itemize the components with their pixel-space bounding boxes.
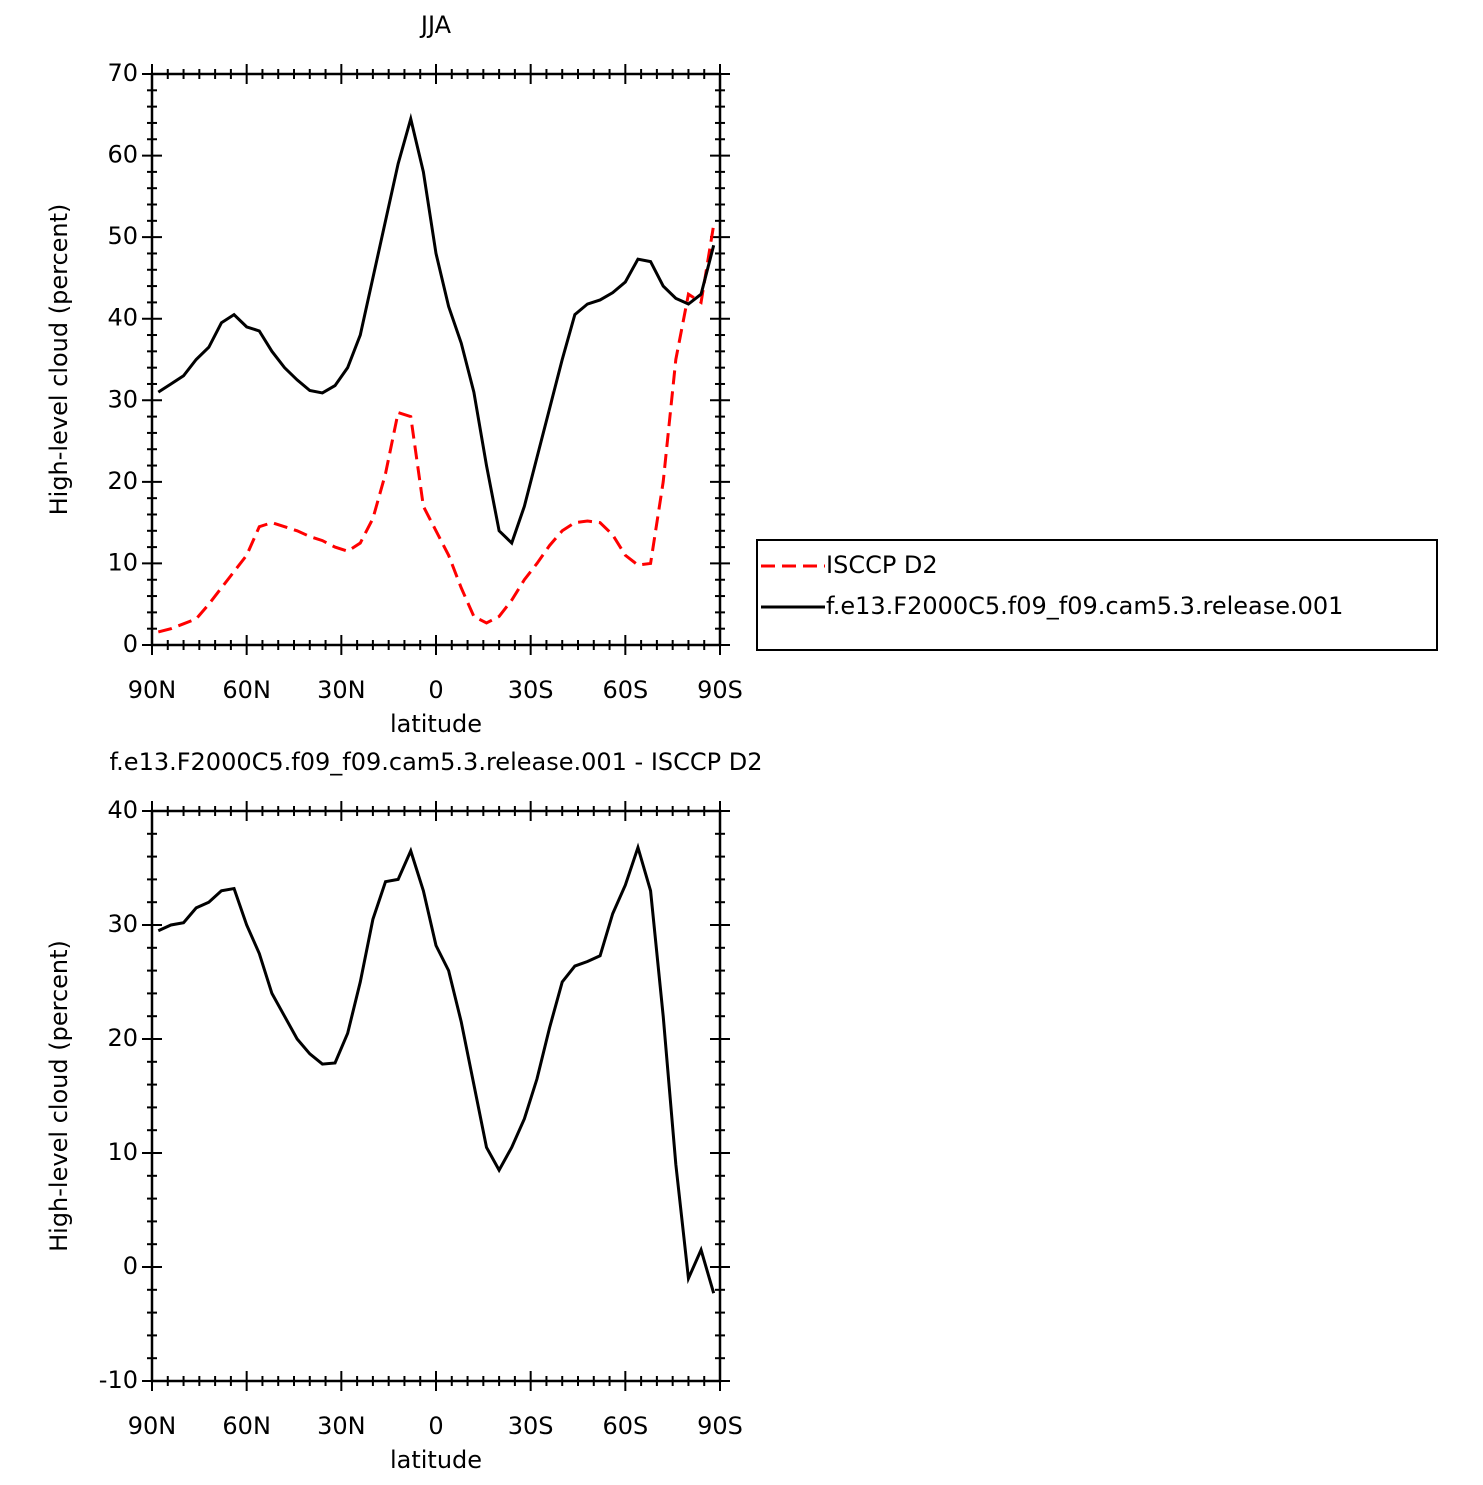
chart-title: f.e13.F2000C5.f09_f09.cam5.3.release.001… bbox=[109, 748, 762, 776]
y-tick-label: 40 bbox=[107, 796, 138, 824]
y-tick-label: 30 bbox=[107, 385, 138, 413]
x-tick-label: 30N bbox=[317, 676, 366, 704]
x-tick-label: 60S bbox=[602, 1412, 648, 1440]
y-tick-label: 0 bbox=[123, 630, 138, 658]
data-line bbox=[157, 224, 716, 634]
y-axis-label: High-level cloud (percent) bbox=[45, 940, 73, 1252]
y-tick-label: 10 bbox=[107, 1138, 138, 1166]
x-axis-label: latitude bbox=[390, 710, 482, 738]
x-tick-label: 30N bbox=[317, 1412, 366, 1440]
x-tick-label: 90N bbox=[128, 676, 177, 704]
x-tick-label: 60N bbox=[222, 676, 271, 704]
y-tick-label: -10 bbox=[99, 1366, 138, 1394]
legend-box bbox=[756, 539, 1438, 651]
y-tick-label: 60 bbox=[107, 141, 138, 169]
y-tick-label: 70 bbox=[107, 59, 138, 87]
chart-title: JJA bbox=[419, 11, 452, 39]
y-tick-label: 20 bbox=[107, 1024, 138, 1052]
legend-label: f.e13.F2000C5.f09_f09.cam5.3.release.001 bbox=[826, 592, 1343, 620]
x-tick-label: 0 bbox=[428, 676, 443, 704]
x-axis-label: latitude bbox=[390, 1446, 482, 1474]
x-tick-label: 0 bbox=[428, 1412, 443, 1440]
y-tick-label: 40 bbox=[107, 304, 138, 332]
y-tick-label: 0 bbox=[123, 1252, 138, 1280]
data-line bbox=[157, 112, 716, 546]
y-axis-label: High-level cloud (percent) bbox=[45, 204, 73, 516]
plot-frame bbox=[150, 809, 722, 1383]
x-tick-label: 60S bbox=[602, 676, 648, 704]
y-tick-label: 20 bbox=[107, 467, 138, 495]
y-tick-label: 50 bbox=[107, 222, 138, 250]
data-line bbox=[157, 842, 716, 1294]
plot-frame bbox=[150, 72, 722, 647]
x-tick-label: 30S bbox=[508, 1412, 554, 1440]
x-tick-label: 90S bbox=[697, 676, 743, 704]
y-tick-label: 10 bbox=[107, 548, 138, 576]
x-tick-label: 30S bbox=[508, 676, 554, 704]
x-tick-label: 90N bbox=[128, 1412, 177, 1440]
x-tick-label: 90S bbox=[697, 1412, 743, 1440]
legend-label: ISCCP D2 bbox=[826, 551, 938, 579]
x-tick-label: 60N bbox=[222, 1412, 271, 1440]
y-tick-label: 30 bbox=[107, 910, 138, 938]
